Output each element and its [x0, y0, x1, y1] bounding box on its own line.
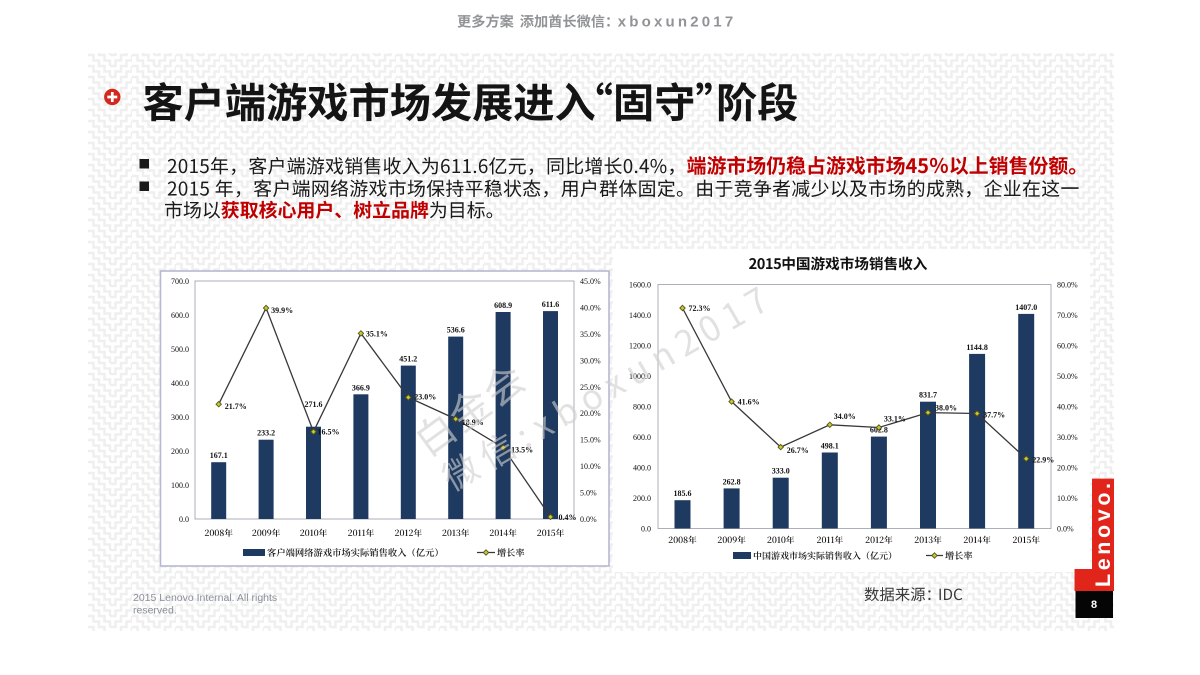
- svg-text:800.0: 800.0: [633, 403, 651, 412]
- svg-text:23.0%: 23.0%: [414, 392, 436, 401]
- svg-text:72.3%: 72.3%: [689, 304, 711, 313]
- svg-text:1400.0: 1400.0: [629, 311, 651, 320]
- svg-text:13.5%: 13.5%: [511, 446, 533, 455]
- svg-text:37.7%: 37.7%: [983, 411, 1005, 420]
- svg-text:30.0%: 30.0%: [580, 356, 601, 365]
- svg-text:0.0: 0.0: [641, 525, 651, 534]
- svg-text:0.0: 0.0: [179, 515, 189, 524]
- svg-text:536.6: 536.6: [447, 326, 465, 335]
- svg-text:2015 Lenovo Internal. All righ: 2015 Lenovo Internal. All rights: [133, 592, 277, 604]
- svg-text:0.0%: 0.0%: [580, 515, 597, 524]
- svg-text:21.7%: 21.7%: [225, 402, 247, 411]
- svg-text:10.0%: 10.0%: [580, 462, 601, 471]
- svg-text:200.0: 200.0: [171, 447, 189, 456]
- svg-text:500.0: 500.0: [171, 345, 189, 354]
- svg-text:1600.0: 1600.0: [629, 281, 651, 290]
- svg-text:60.0%: 60.0%: [1057, 342, 1078, 351]
- svg-text:16.5%: 16.5%: [318, 428, 340, 437]
- svg-text:30.0%: 30.0%: [1057, 433, 1078, 442]
- svg-text:41.6%: 41.6%: [738, 398, 760, 407]
- svg-text:0.4%: 0.4%: [559, 513, 577, 522]
- svg-text:611.6: 611.6: [542, 300, 560, 309]
- svg-text:25.0%: 25.0%: [580, 383, 601, 392]
- svg-text:831.7: 831.7: [919, 391, 937, 400]
- svg-text:1407.0: 1407.0: [1015, 303, 1037, 312]
- svg-text:22.9%: 22.9%: [1032, 456, 1054, 465]
- svg-text:100.0: 100.0: [171, 481, 189, 490]
- svg-text:8: 8: [1091, 599, 1097, 611]
- svg-text:20.0%: 20.0%: [580, 409, 601, 418]
- svg-text:167.1: 167.1: [210, 451, 228, 460]
- svg-text:35.1%: 35.1%: [366, 329, 388, 338]
- svg-text:40.0%: 40.0%: [580, 303, 601, 312]
- svg-text:400.0: 400.0: [171, 379, 189, 388]
- svg-text:5.0%: 5.0%: [580, 489, 597, 498]
- svg-text:1000.0: 1000.0: [629, 372, 651, 381]
- svg-text:498.1: 498.1: [821, 442, 839, 451]
- svg-text:300.0: 300.0: [171, 413, 189, 422]
- svg-text:700.0: 700.0: [171, 277, 189, 286]
- svg-text:185.6: 185.6: [674, 489, 692, 498]
- svg-text:39.9%: 39.9%: [271, 306, 293, 315]
- svg-text:600.0: 600.0: [171, 311, 189, 320]
- svg-text:80.0%: 80.0%: [1057, 281, 1078, 290]
- svg-text:reserved.: reserved.: [133, 605, 177, 617]
- svg-text:38.0%: 38.0%: [935, 404, 957, 413]
- svg-text:262.8: 262.8: [723, 477, 741, 486]
- svg-text:0.0%: 0.0%: [1057, 525, 1074, 534]
- svg-text:20.0%: 20.0%: [1057, 464, 1078, 473]
- svg-text:50.0%: 50.0%: [1057, 372, 1078, 381]
- svg-text:35.0%: 35.0%: [580, 330, 601, 339]
- svg-text:233.2: 233.2: [257, 429, 275, 438]
- svg-text:xboxun2017: xboxun2017: [618, 14, 737, 31]
- svg-text:33.1%: 33.1%: [884, 415, 906, 424]
- svg-text:26.7%: 26.7%: [787, 446, 809, 455]
- svg-text:10.0%: 10.0%: [1057, 494, 1078, 503]
- svg-text:70.0%: 70.0%: [1057, 311, 1078, 320]
- svg-text:271.6: 271.6: [305, 400, 323, 409]
- svg-text:200.0: 200.0: [633, 494, 651, 503]
- svg-text:1200.0: 1200.0: [629, 342, 651, 351]
- svg-text:1144.8: 1144.8: [966, 343, 988, 352]
- svg-text:18.9%: 18.9%: [462, 418, 484, 427]
- svg-text:333.0: 333.0: [772, 467, 790, 476]
- svg-text:45.0%: 45.0%: [580, 277, 601, 286]
- svg-text:40.0%: 40.0%: [1057, 403, 1078, 412]
- svg-text:15.0%: 15.0%: [580, 436, 601, 445]
- svg-text:Lenovo.: Lenovo.: [1091, 479, 1115, 587]
- svg-text:366.9: 366.9: [352, 383, 370, 392]
- svg-text:34.0%: 34.0%: [834, 412, 856, 421]
- svg-text:608.9: 608.9: [494, 301, 512, 310]
- svg-text:400.0: 400.0: [633, 464, 651, 473]
- svg-text:600.0: 600.0: [633, 433, 651, 442]
- svg-text:451.2: 451.2: [399, 355, 417, 364]
